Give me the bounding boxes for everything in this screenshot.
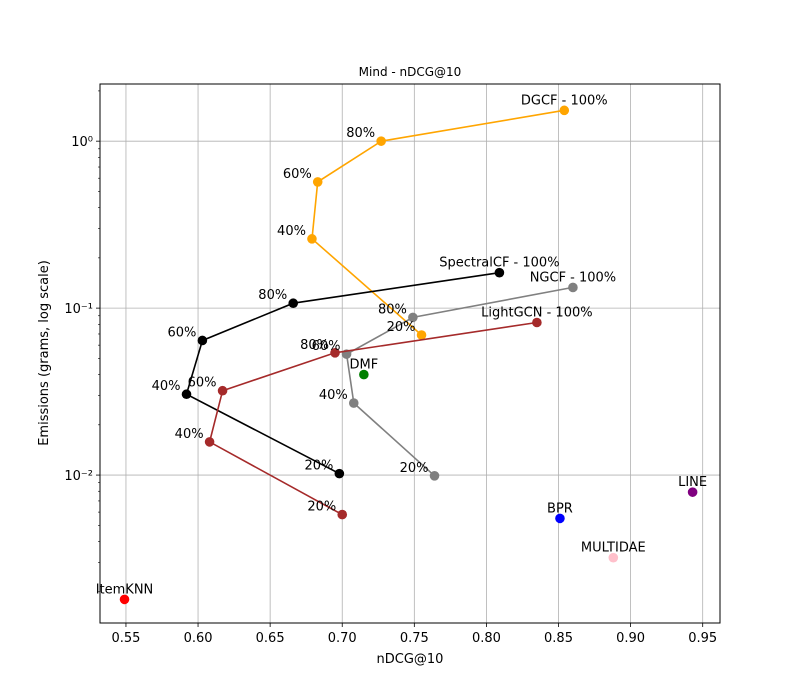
data-point xyxy=(494,267,505,278)
point-label: NGCF - 100% xyxy=(530,270,616,285)
data-point xyxy=(197,335,208,346)
point-label: 20% xyxy=(400,461,429,476)
data-point xyxy=(416,330,427,340)
y-tick-label: 10⁰ xyxy=(71,135,93,150)
point-label: MULTIDAE xyxy=(581,541,646,556)
data-point xyxy=(555,513,565,524)
series-4 xyxy=(359,369,369,380)
point-label: 20% xyxy=(304,459,333,474)
point-label: 20% xyxy=(307,500,336,515)
data-point xyxy=(408,312,418,323)
y-tick-label: 10⁻¹ xyxy=(64,302,93,317)
series-1 xyxy=(181,267,505,479)
point-label: ItemKNN xyxy=(96,582,154,597)
data-point xyxy=(608,552,619,563)
series-line xyxy=(208,321,538,516)
grid-lines xyxy=(100,84,720,623)
x-tick-label: 0.55 xyxy=(111,631,140,646)
data-point xyxy=(337,509,348,520)
y-tick-label: 10⁻² xyxy=(64,469,93,484)
data-point xyxy=(568,282,578,293)
point-label: 40% xyxy=(152,379,181,394)
point-label: LINE xyxy=(678,475,707,490)
point-label: SpectralCF - 100% xyxy=(439,256,559,271)
data-point xyxy=(217,385,228,396)
data-point xyxy=(429,471,440,481)
data-point xyxy=(181,389,192,400)
series-5 xyxy=(119,594,130,605)
point-label: BPR xyxy=(547,501,573,516)
data-point xyxy=(204,437,215,447)
data-point xyxy=(348,398,359,408)
x-tick-label: 0.90 xyxy=(616,631,645,646)
point-label: 80% xyxy=(258,288,287,303)
data-point xyxy=(532,317,542,328)
point-label: DGCF - 100% xyxy=(521,93,608,108)
x-tick-label: 0.85 xyxy=(544,631,573,646)
data-point xyxy=(307,234,317,244)
data-point xyxy=(119,594,130,605)
series-line xyxy=(185,271,500,475)
series-8 xyxy=(687,487,698,497)
x-tick-label: 0.80 xyxy=(472,631,501,646)
point-label: 40% xyxy=(319,388,348,403)
plot-frame xyxy=(99,83,721,624)
data-point xyxy=(334,468,345,479)
series-6 xyxy=(555,513,565,524)
x-tick-label: 0.60 xyxy=(184,631,213,646)
series-layer xyxy=(119,105,698,605)
point-label: LightGCN - 100% xyxy=(481,306,592,321)
x-tick-label: 0.95 xyxy=(688,631,717,646)
series-3 xyxy=(204,317,542,520)
point-label: 80% xyxy=(346,126,375,141)
point-label: DMF xyxy=(350,358,379,373)
data-point xyxy=(312,177,323,187)
data-point xyxy=(288,298,299,309)
x-tick-label: 0.70 xyxy=(328,631,357,646)
series-0 xyxy=(307,105,570,340)
point-label: 80% xyxy=(300,338,329,353)
x-axis-label: nDCG@10 xyxy=(377,652,444,667)
data-point xyxy=(359,369,369,380)
point-labels: 20%40%60%80%DGCF - 100%20%40%60%80%Spect… xyxy=(96,93,707,597)
data-point xyxy=(376,136,386,146)
point-label: 40% xyxy=(277,224,306,239)
point-label: 60% xyxy=(167,325,196,340)
point-label: 20% xyxy=(387,320,416,335)
point-label: 40% xyxy=(175,427,204,442)
series-7 xyxy=(608,552,619,563)
point-label: 60% xyxy=(283,167,312,182)
point-label: 60% xyxy=(188,376,217,391)
data-point xyxy=(559,105,570,116)
point-label: 60% xyxy=(312,339,341,354)
series-2 xyxy=(341,282,578,481)
y-axis-label: Emissions (grams, log scale) xyxy=(37,260,52,446)
data-point xyxy=(330,347,340,358)
x-tick-label: 0.65 xyxy=(256,631,285,646)
data-point xyxy=(687,487,698,497)
point-label: 80% xyxy=(378,302,407,317)
series-line xyxy=(311,109,565,336)
chart-title: Mind - nDCG@10 xyxy=(359,65,462,79)
x-tick-label: 0.75 xyxy=(400,631,429,646)
axis-ticks: 0.55 0.60 0.65 0.70 0.75 0.80 0.85 0.90 0.95 10⁻²… xyxy=(64,90,717,646)
